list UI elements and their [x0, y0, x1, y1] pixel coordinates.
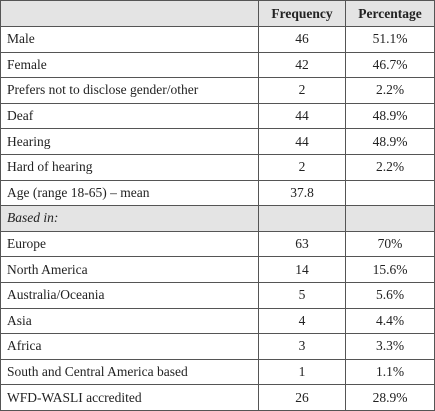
table-row: Deaf 44 48.9%: [0, 102, 435, 130]
table-row: Prefers not to disclose gender/other 2 2.2…: [0, 77, 435, 104]
cell: [345, 179, 435, 207]
table-row: Male 46 51.1%: [0, 26, 435, 53]
table-row: Hearing 44 48.9%: [0, 128, 435, 155]
cell: 42: [258, 51, 346, 79]
header-cell: [0, 0, 259, 27]
cell: 4.4%: [345, 307, 435, 335]
row-label: Australia/Oceania: [0, 281, 259, 309]
cell: 1.1%: [345, 358, 435, 386]
cell: 44: [258, 128, 346, 155]
row-label: Based in:: [0, 205, 259, 232]
cell: 46: [258, 26, 346, 53]
cell: 4: [258, 307, 346, 335]
table-row: Australia/Oceania 5 5.6%: [0, 281, 435, 309]
cell: 2.2%: [345, 153, 435, 181]
header-row: Frequency Percentage: [0, 0, 435, 27]
cell: 14: [258, 256, 346, 283]
cell: 51.1%: [345, 26, 435, 53]
row-label: Hearing: [0, 128, 259, 155]
row-label: Europe: [0, 230, 259, 258]
row-label: Age (range 18-65) – mean: [0, 179, 259, 207]
row-label: South and Central America based: [0, 358, 259, 386]
table-row: Asia 4 4.4%: [0, 307, 435, 335]
row-label: Deaf: [0, 102, 259, 130]
row-label: Hard of hearing: [0, 153, 259, 181]
table-row: Age (range 18-65) – mean 37.8: [0, 179, 435, 207]
table-row: WFD-WASLI accredited 26 28.9%: [0, 384, 435, 411]
cell: 3: [258, 333, 346, 360]
cell: 2: [258, 77, 346, 104]
cell: 63: [258, 230, 346, 258]
row-label: Africa: [0, 333, 259, 360]
row-label: Male: [0, 26, 259, 53]
cell: 48.9%: [345, 128, 435, 155]
cell: 28.9%: [345, 384, 435, 411]
header-cell: Percentage: [345, 0, 435, 27]
row-label: North America: [0, 256, 259, 283]
table-row: Hard of hearing 2 2.2%: [0, 153, 435, 181]
cell: 5: [258, 281, 346, 309]
cell: 46.7%: [345, 51, 435, 79]
table-body: Male 46 51.1% Female 42 46.7% Prefers not to d…: [0, 26, 435, 411]
cell: 26: [258, 384, 346, 411]
cell: 2: [258, 153, 346, 181]
table-row: South and Central America based 1 1.1%: [0, 358, 435, 386]
cell: 37.8: [258, 179, 346, 207]
row-label: Female: [0, 51, 259, 79]
cell: 1: [258, 358, 346, 386]
cell: [258, 205, 346, 232]
table-row: Based in:: [0, 205, 435, 232]
cell: 5.6%: [345, 281, 435, 309]
table-row: North America 14 15.6%: [0, 256, 435, 283]
cell: 48.9%: [345, 102, 435, 130]
table-row: Female 42 46.7%: [0, 51, 435, 79]
cell: 44: [258, 102, 346, 130]
cell: 70%: [345, 230, 435, 258]
cell: 15.6%: [345, 256, 435, 283]
cell: 2.2%: [345, 77, 435, 104]
cell: 3.3%: [345, 333, 435, 360]
row-label: Asia: [0, 307, 259, 335]
row-label: WFD-WASLI accredited: [0, 384, 259, 411]
row-label: Prefers not to disclose gender/other: [0, 77, 259, 104]
cell: [345, 205, 435, 232]
table-row: Africa 3 3.3%: [0, 333, 435, 360]
header-cell: Frequency: [258, 0, 346, 27]
table-row: Europe 63 70%: [0, 230, 435, 258]
